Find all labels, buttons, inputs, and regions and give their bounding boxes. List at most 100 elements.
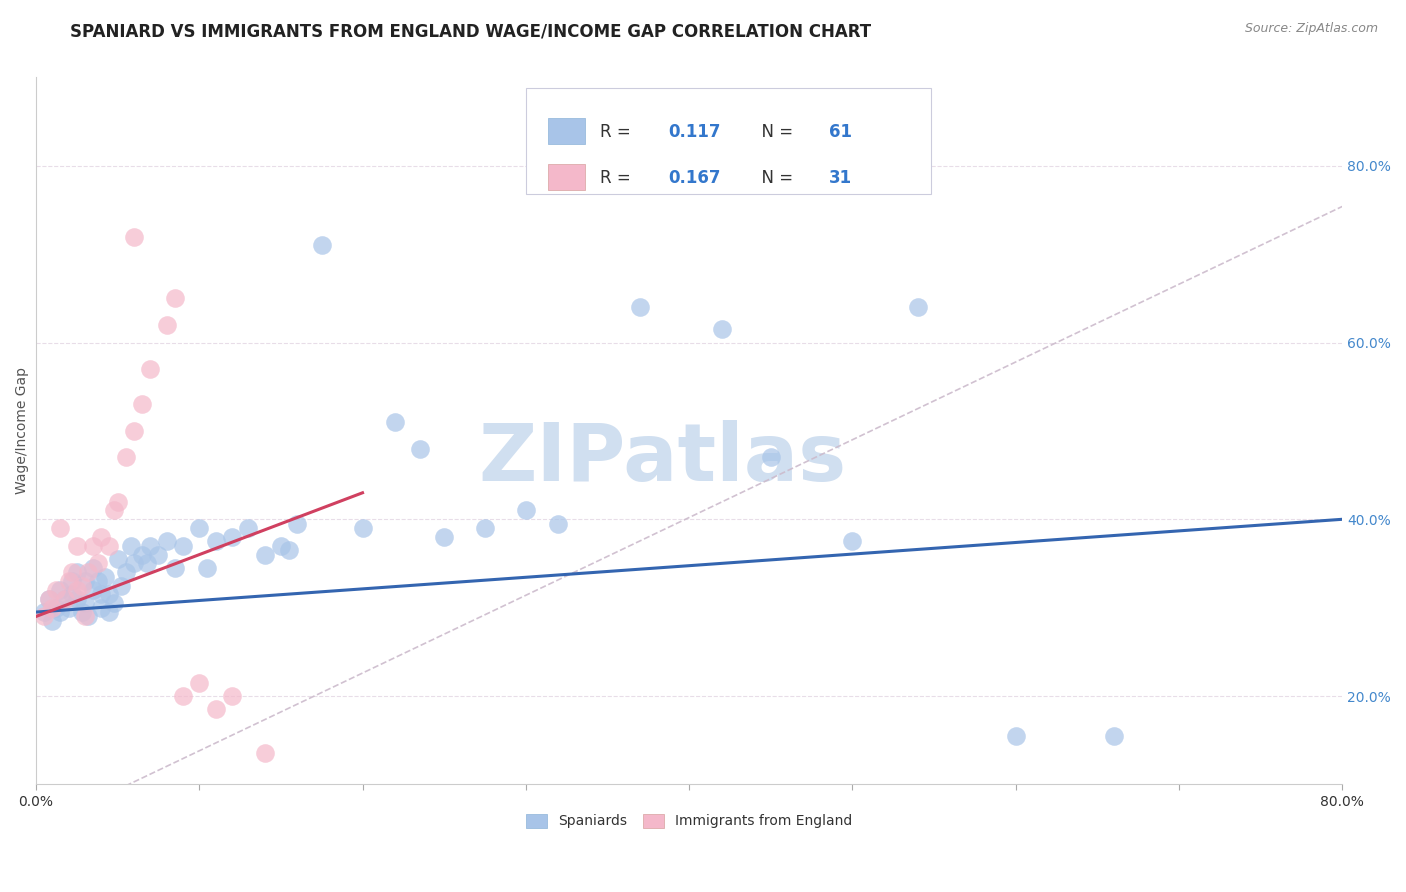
Point bbox=[433, 530, 456, 544]
Point bbox=[58, 574, 80, 589]
Point bbox=[163, 291, 186, 305]
Point bbox=[110, 578, 132, 592]
Point bbox=[155, 318, 177, 332]
Point bbox=[270, 539, 292, 553]
Text: 0.117: 0.117 bbox=[668, 123, 721, 141]
Point bbox=[204, 534, 226, 549]
Point bbox=[515, 503, 537, 517]
Text: N =: N = bbox=[751, 123, 797, 141]
Point bbox=[66, 591, 89, 606]
Point bbox=[70, 578, 93, 592]
Point bbox=[841, 534, 863, 549]
Text: 61: 61 bbox=[830, 123, 852, 141]
Point bbox=[384, 415, 406, 429]
Y-axis label: Wage/Income Gap: Wage/Income Gap bbox=[15, 368, 30, 494]
Point bbox=[107, 552, 129, 566]
Text: R =: R = bbox=[600, 123, 637, 141]
Point bbox=[87, 574, 110, 589]
Point bbox=[107, 494, 129, 508]
Point bbox=[93, 570, 115, 584]
Point bbox=[114, 566, 136, 580]
Point bbox=[98, 587, 121, 601]
Point bbox=[82, 582, 104, 597]
Point bbox=[73, 596, 96, 610]
Bar bbox=[548, 118, 585, 144]
Point bbox=[38, 591, 60, 606]
Point bbox=[710, 322, 733, 336]
Point bbox=[49, 521, 72, 535]
Text: Source: ZipAtlas.com: Source: ZipAtlas.com bbox=[1244, 22, 1378, 36]
Point bbox=[66, 539, 89, 553]
Point bbox=[49, 605, 72, 619]
Point bbox=[41, 600, 63, 615]
Point bbox=[60, 566, 83, 580]
Point bbox=[136, 557, 159, 571]
Point bbox=[82, 539, 104, 553]
Text: SPANIARD VS IMMIGRANTS FROM ENGLAND WAGE/INCOME GAP CORRELATION CHART: SPANIARD VS IMMIGRANTS FROM ENGLAND WAGE… bbox=[70, 22, 872, 40]
Point bbox=[188, 675, 211, 690]
Point bbox=[32, 609, 55, 624]
Point bbox=[408, 442, 430, 456]
Point bbox=[311, 238, 333, 252]
Point bbox=[139, 539, 162, 553]
Point bbox=[60, 574, 83, 589]
Point bbox=[285, 516, 308, 531]
Point bbox=[45, 600, 67, 615]
Point bbox=[253, 747, 276, 761]
Point bbox=[163, 561, 186, 575]
Point bbox=[90, 600, 112, 615]
Text: 0.167: 0.167 bbox=[668, 169, 721, 187]
Point bbox=[131, 397, 153, 411]
Point bbox=[238, 521, 260, 535]
Point bbox=[103, 503, 125, 517]
Point bbox=[73, 609, 96, 624]
Point bbox=[38, 591, 60, 606]
Point bbox=[70, 605, 93, 619]
Point bbox=[139, 362, 162, 376]
Point bbox=[122, 424, 145, 438]
Point bbox=[148, 548, 170, 562]
Point bbox=[253, 548, 276, 562]
Point bbox=[77, 609, 100, 624]
Point bbox=[66, 582, 89, 597]
Text: ZIPatlas: ZIPatlas bbox=[479, 420, 846, 499]
Point bbox=[1004, 729, 1026, 743]
Point bbox=[41, 614, 63, 628]
Point bbox=[45, 582, 67, 597]
Point bbox=[474, 521, 496, 535]
Point bbox=[1102, 729, 1125, 743]
Point bbox=[49, 582, 72, 597]
Legend: Spaniards, Immigrants from England: Spaniards, Immigrants from England bbox=[520, 808, 858, 834]
Point bbox=[172, 539, 194, 553]
Point bbox=[53, 591, 76, 606]
Point bbox=[221, 689, 243, 703]
Point bbox=[155, 534, 177, 549]
Text: N =: N = bbox=[751, 169, 797, 187]
Point bbox=[197, 561, 219, 575]
Point bbox=[204, 702, 226, 716]
Bar bbox=[548, 164, 585, 190]
Point bbox=[90, 530, 112, 544]
Point bbox=[87, 557, 110, 571]
Point bbox=[172, 689, 194, 703]
Point bbox=[122, 557, 145, 571]
Point bbox=[907, 300, 929, 314]
Point bbox=[90, 587, 112, 601]
Point bbox=[131, 548, 153, 562]
Point bbox=[60, 587, 83, 601]
Point bbox=[98, 605, 121, 619]
Point bbox=[547, 516, 569, 531]
Point bbox=[122, 229, 145, 244]
Point bbox=[98, 539, 121, 553]
FancyBboxPatch shape bbox=[526, 88, 931, 194]
Point bbox=[188, 521, 211, 535]
Point bbox=[103, 596, 125, 610]
Point bbox=[77, 566, 100, 580]
Text: R =: R = bbox=[600, 169, 637, 187]
Point bbox=[66, 566, 89, 580]
Point bbox=[221, 530, 243, 544]
Point bbox=[58, 600, 80, 615]
Point bbox=[53, 591, 76, 606]
Point bbox=[759, 450, 782, 465]
Text: 31: 31 bbox=[830, 169, 852, 187]
